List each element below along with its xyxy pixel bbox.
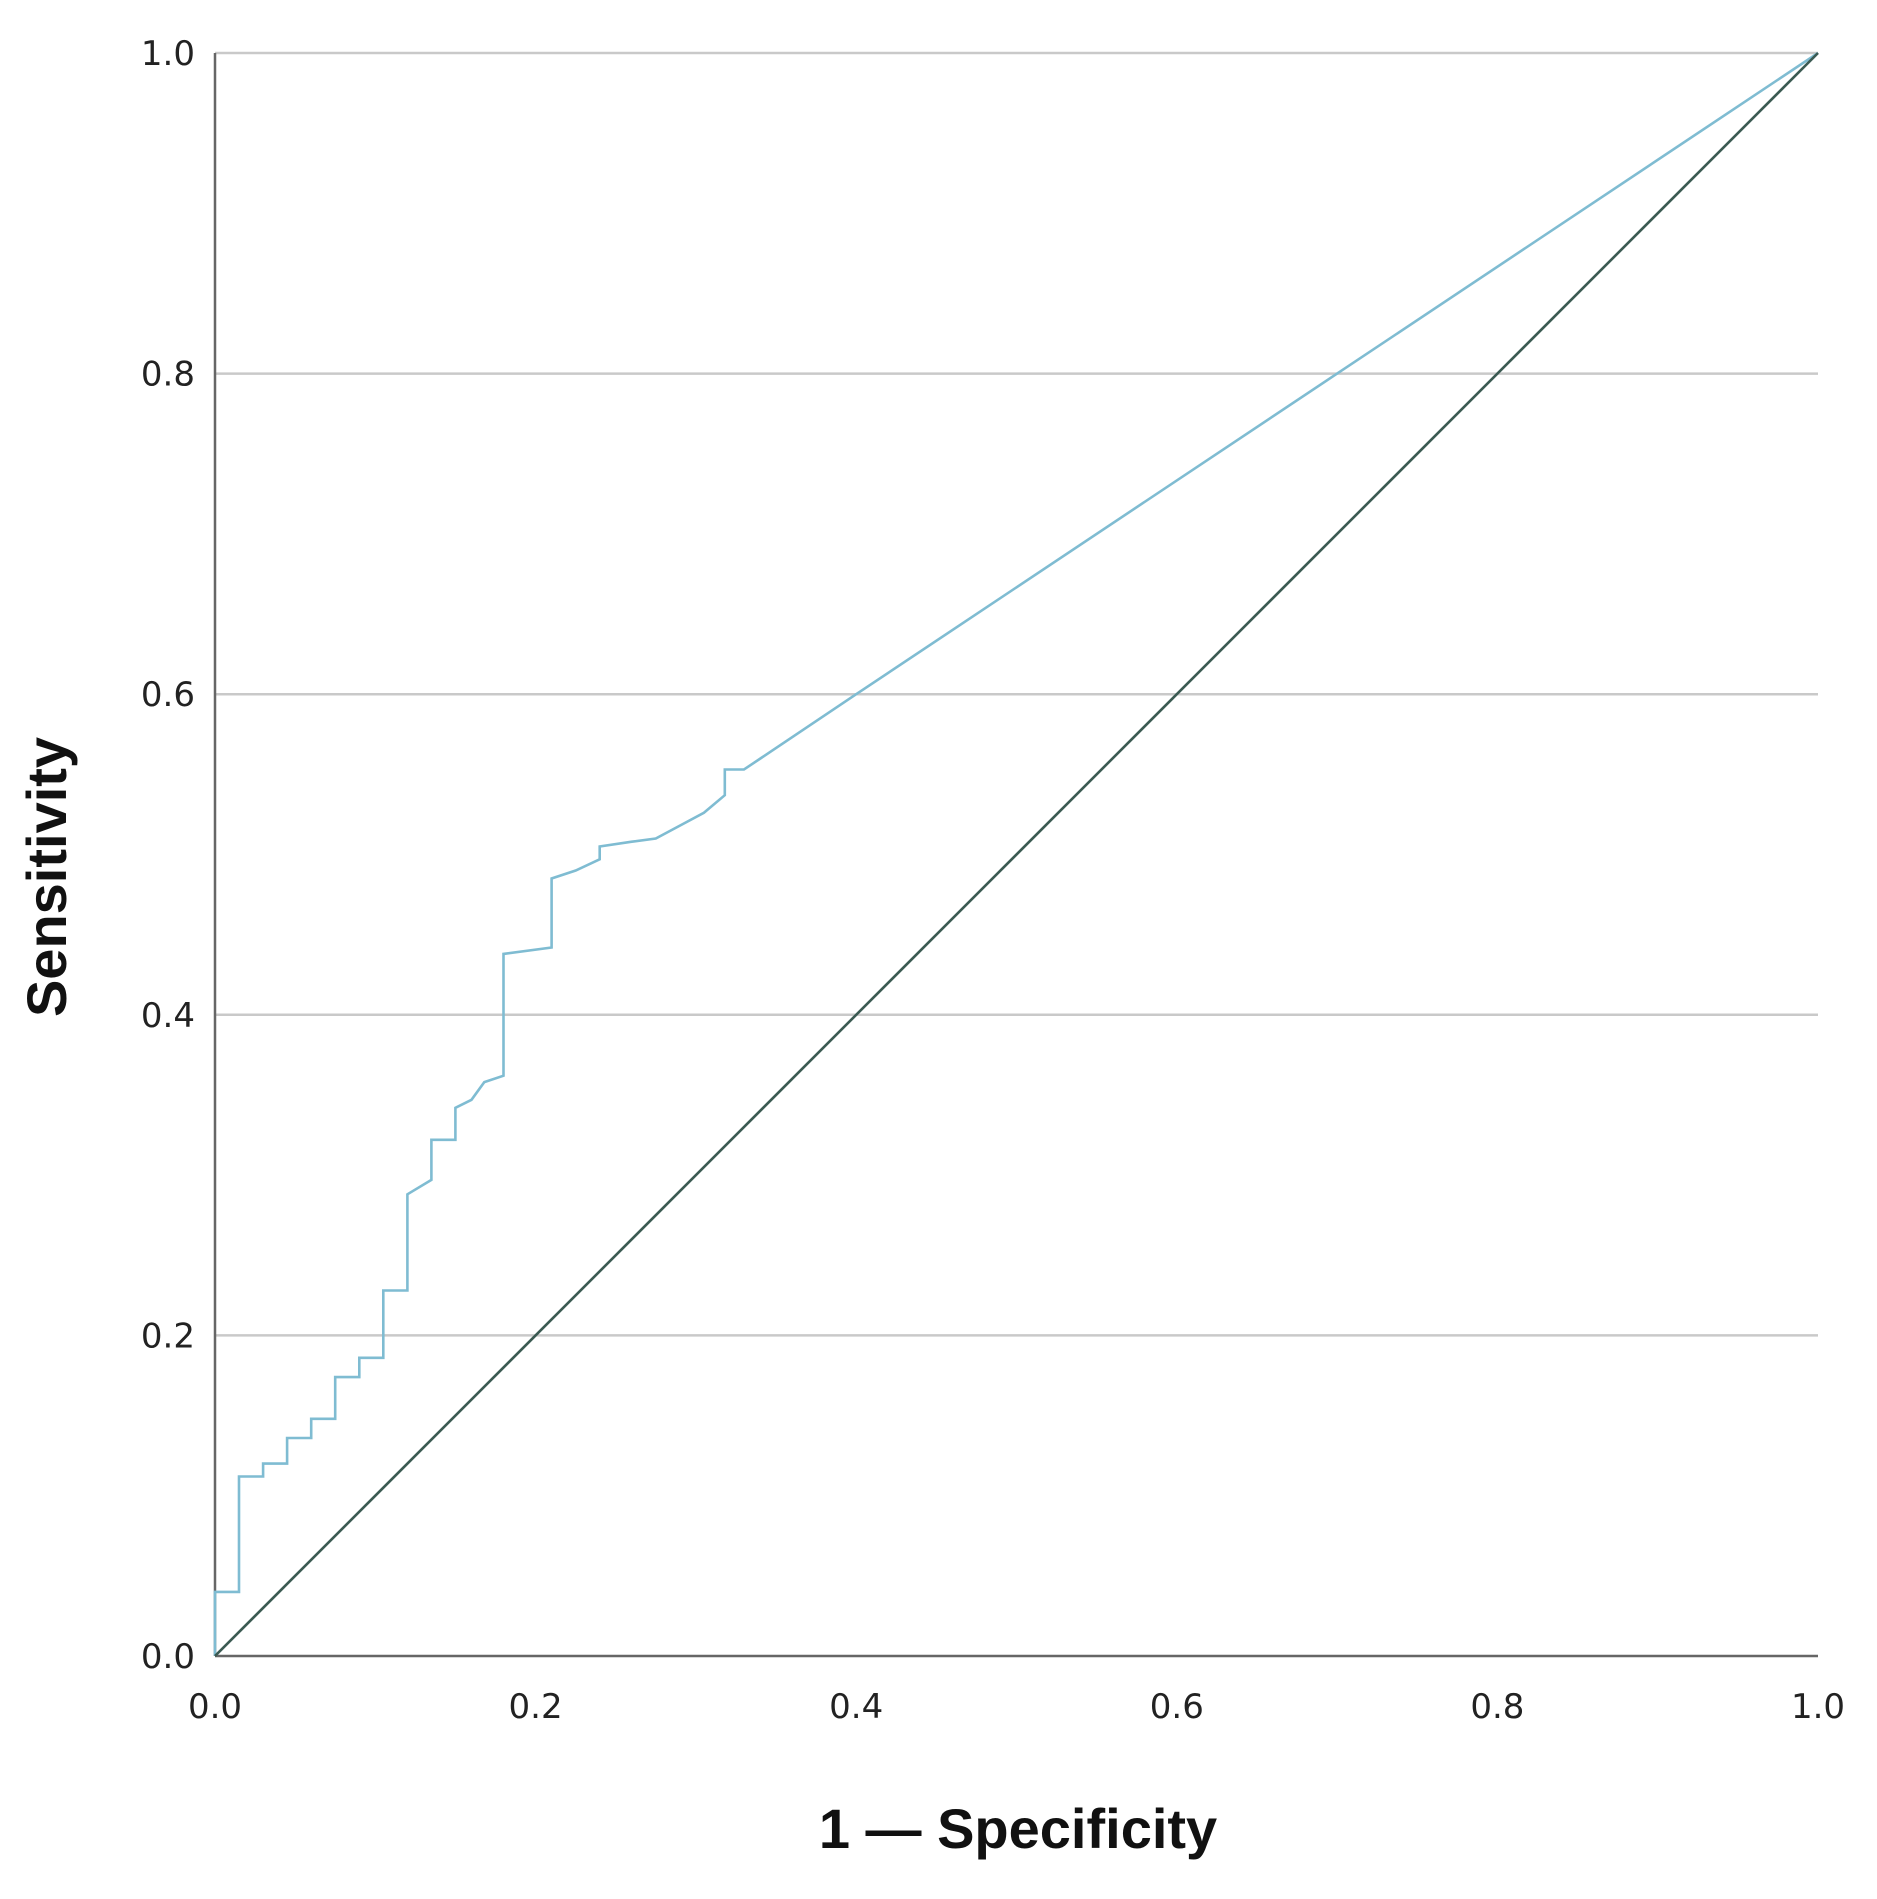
x-tick-label-4: 0.8 bbox=[1470, 1687, 1524, 1727]
y-tick-label-3: 0.6 bbox=[141, 675, 195, 715]
x-axis-title: 1 — Specificity bbox=[819, 1797, 1217, 1860]
y-tick-label-4: 0.8 bbox=[141, 355, 195, 395]
roc-curve bbox=[213, 51, 1819, 1656]
y-tick-label-1: 0.2 bbox=[141, 1316, 195, 1356]
y-axis-title: Sensitivity bbox=[15, 737, 78, 1017]
y-tick-label-0: 0.0 bbox=[141, 1637, 195, 1677]
tick-labels: 0.0 0.2 0.4 0.6 0.8 1.0 0.0 0.2 0.4 0.6 0.8 1.0 bbox=[141, 34, 1845, 1727]
x-tick-label-2: 0.4 bbox=[829, 1687, 883, 1727]
series-lines bbox=[213, 51, 1819, 1657]
x-tick-label-1: 0.2 bbox=[509, 1687, 563, 1727]
axes bbox=[213, 53, 1818, 1658]
reference-diagonal-line bbox=[214, 52, 1819, 1657]
y-tick-label-2: 0.4 bbox=[141, 996, 195, 1036]
x-tick-label-3: 0.6 bbox=[1150, 1687, 1204, 1727]
x-tick-label-5: 1.0 bbox=[1791, 1687, 1845, 1727]
y-tick-label-5: 1.0 bbox=[141, 34, 195, 74]
gridlines bbox=[215, 51, 1818, 1337]
x-tick-label-0: 0.0 bbox=[188, 1687, 242, 1727]
